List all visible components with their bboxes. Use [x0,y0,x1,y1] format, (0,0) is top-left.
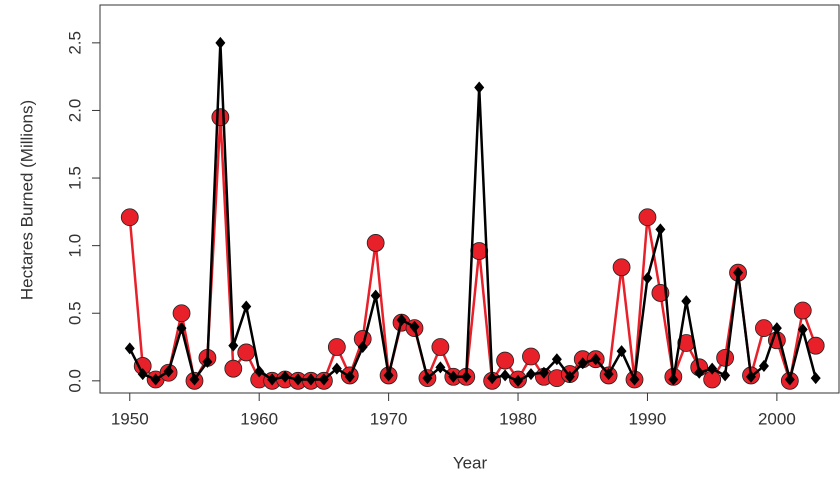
point [383,369,394,382]
point [733,266,744,279]
point [616,345,627,358]
y-tick-label: 1.0 [65,234,84,258]
series-line [128,42,817,384]
point [577,357,588,370]
point [784,373,795,386]
point [254,365,265,378]
point [564,370,575,383]
point [357,341,368,354]
point [327,338,346,356]
x-tick-label: 1970 [370,409,408,428]
point [120,208,139,227]
plot-frame [99,4,840,394]
point [642,272,653,285]
point [435,361,446,374]
point [474,81,485,94]
point [370,289,381,302]
point [280,370,291,383]
point [629,373,640,386]
point [793,301,812,320]
point [487,372,498,385]
point [612,258,631,277]
point [409,320,420,333]
point [461,370,472,383]
point [797,323,808,336]
x-tick-label: 1960 [240,409,278,428]
y-axis-label: Hectares Burned (Millions) [17,100,36,300]
x-tick-label: 1950 [111,409,149,428]
y-tick-label: 2.0 [65,99,84,123]
point [124,342,135,355]
point [267,373,278,386]
point [758,359,769,372]
point [331,362,342,375]
point [745,370,756,383]
point [422,372,433,385]
point [638,208,657,227]
point [500,369,511,382]
point [224,359,243,378]
point [522,347,540,366]
point [137,368,148,381]
y-tick-label: 2.5 [65,31,84,55]
point [172,304,191,323]
point [228,339,239,352]
y-tick-label: 0.5 [65,301,84,325]
point [668,373,679,386]
point [720,369,731,382]
point [318,373,329,386]
point [305,373,316,386]
point [590,353,601,366]
point [241,300,252,313]
point [431,338,450,356]
point [163,365,174,378]
point [810,372,821,385]
x-axis-label: Year [453,453,488,472]
point [525,368,536,381]
point [603,368,614,381]
point [694,366,705,379]
point [681,295,692,308]
point [293,373,304,386]
point [771,322,782,335]
point [513,374,524,387]
point [755,319,773,338]
y-tick-label: 0.0 [65,369,84,393]
point [237,343,256,362]
point [396,313,407,326]
point [215,36,226,49]
point [202,355,213,368]
point [448,370,459,383]
x-tick-label: 1980 [499,409,537,428]
x-tick-label: 2000 [758,409,796,428]
point [716,348,735,367]
point [551,353,562,366]
point [344,370,355,383]
point [496,351,514,370]
x-tick-label: 1990 [629,409,667,428]
point [366,234,385,252]
point [176,322,187,335]
y-tick-label: 1.5 [65,166,84,190]
point [538,366,549,379]
point [189,373,200,386]
point [150,373,161,386]
point [211,108,230,127]
point [655,223,666,236]
point [707,362,718,375]
